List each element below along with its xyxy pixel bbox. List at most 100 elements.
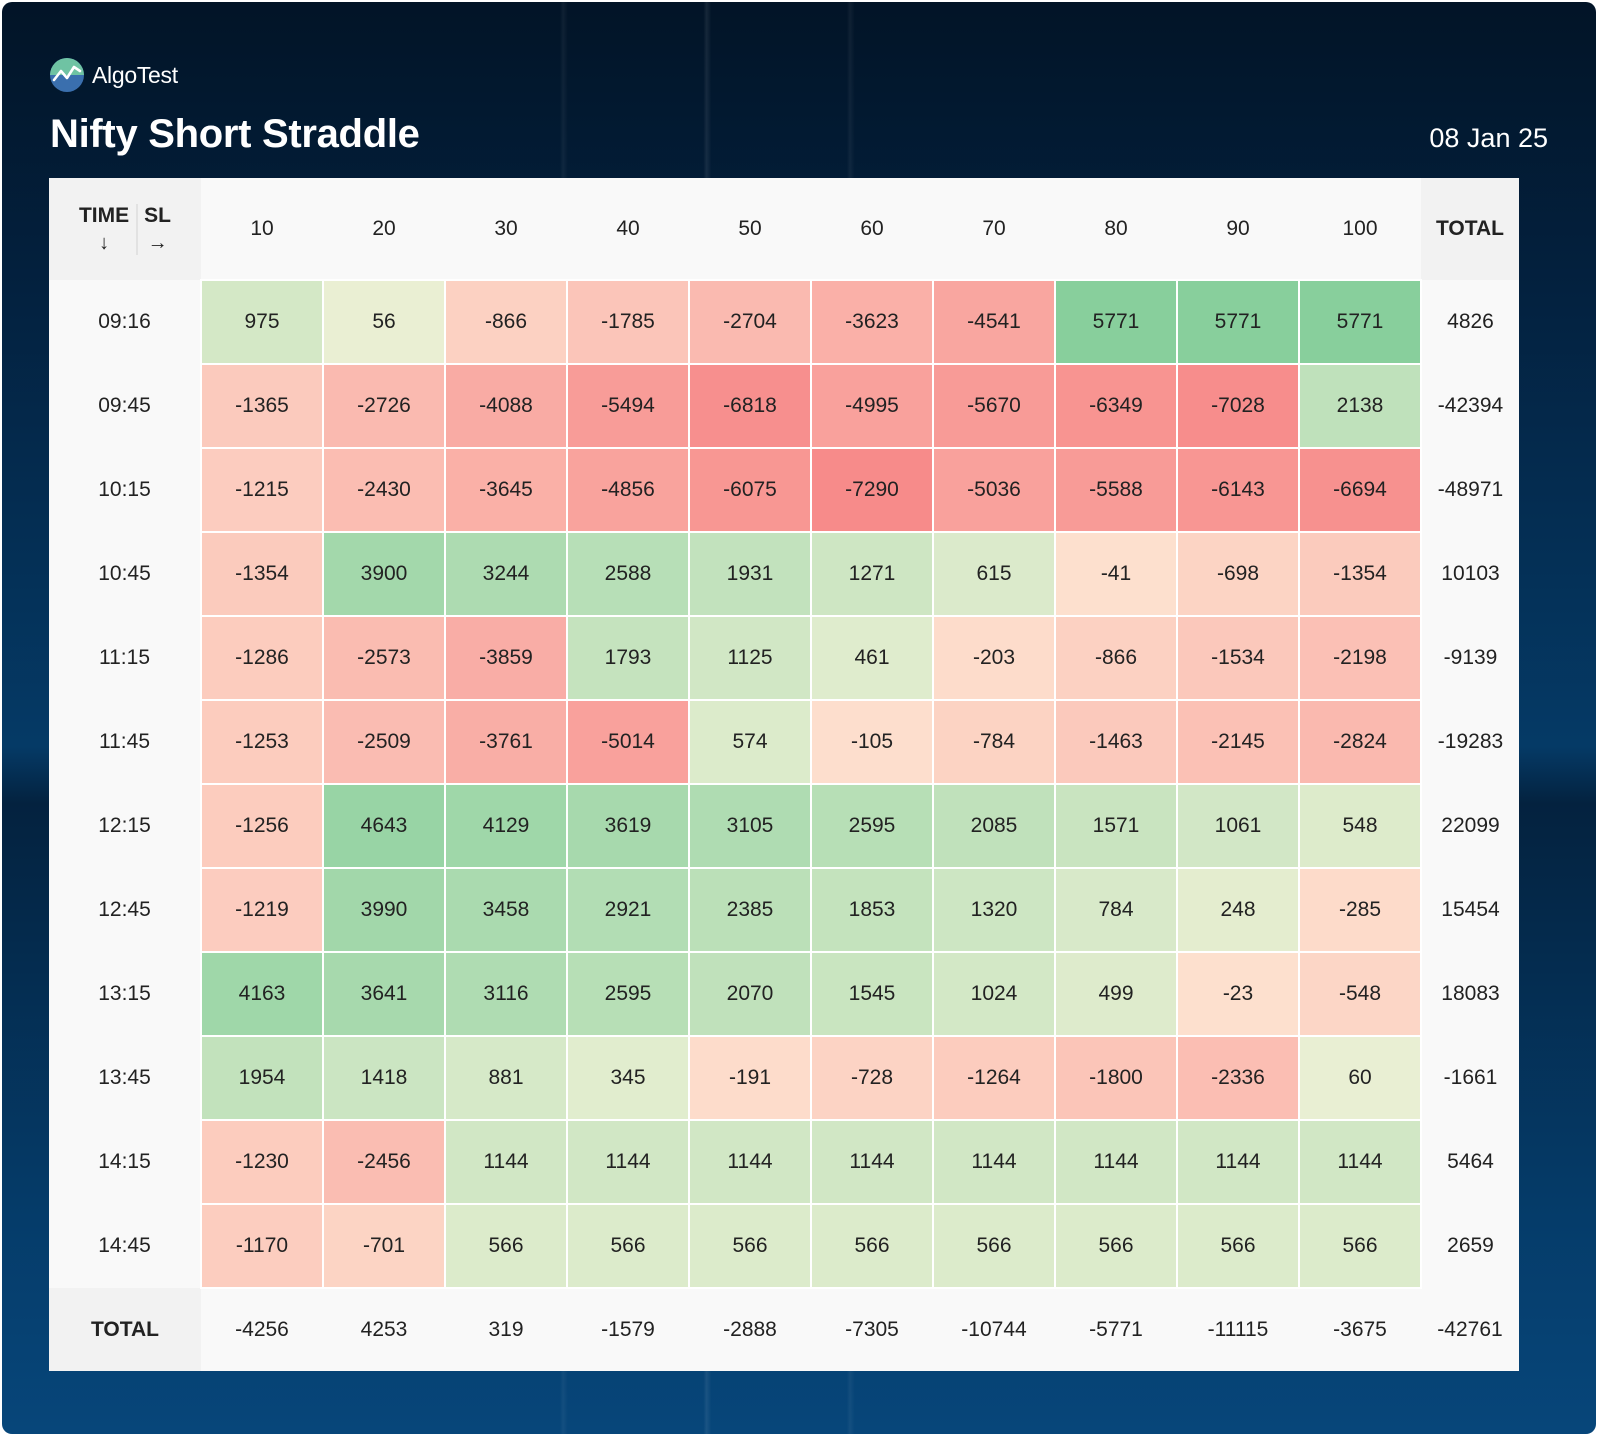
- heatmap-cell: -1286: [200, 615, 324, 701]
- column-total: -3675: [1299, 1288, 1421, 1371]
- heatmap-cell: 3641: [322, 951, 446, 1037]
- heatmap-cell: -6075: [688, 447, 812, 533]
- heatmap-cell: 1144: [566, 1119, 690, 1205]
- heatmap-cell: -7290: [810, 447, 934, 533]
- heatmap-cell: 3990: [322, 867, 446, 953]
- time-label: 12:45: [49, 868, 201, 952]
- heatmap-cell: 5771: [1176, 279, 1300, 365]
- heatmap-cell: -1534: [1176, 615, 1300, 701]
- heatmap-cell: -1354: [1298, 531, 1422, 617]
- sl-column-header: 10: [201, 178, 323, 280]
- row-total: 15454: [1421, 868, 1519, 952]
- heatmap-cell: -1215: [200, 447, 324, 533]
- column-total: 4253: [323, 1288, 445, 1371]
- sl-label: SL: [144, 203, 171, 227]
- heatmap-cell: -7028: [1176, 363, 1300, 449]
- heatmap-cell: -1365: [200, 363, 324, 449]
- heatmap-cell: -3859: [444, 615, 568, 701]
- heatmap-cell: 574: [688, 699, 812, 785]
- report-date: 08 Jan 25: [1429, 123, 1548, 153]
- heatmap-cell: -5494: [566, 363, 690, 449]
- heatmap-cell: 2588: [566, 531, 690, 617]
- heatmap-cell: 5771: [1054, 279, 1178, 365]
- heatmap-cell: -2145: [1176, 699, 1300, 785]
- heatmap-cell: 2595: [810, 783, 934, 869]
- heatmap-cell: -6349: [1054, 363, 1178, 449]
- time-label: 12:15: [49, 784, 201, 868]
- time-axis-label: TIME ↓: [73, 203, 139, 255]
- heatmap-cell: 2385: [688, 867, 812, 953]
- heatmap-cell: 615: [932, 531, 1056, 617]
- heatmap-cell: 1144: [1298, 1119, 1422, 1205]
- heatmap-cell: -4088: [444, 363, 568, 449]
- heatmap-table-wrap: TIME ↓ SL → 10 20 30 40 50 60 70 80 90 100 TOTAL 0…: [49, 178, 1519, 1371]
- row-total: 18083: [1421, 952, 1519, 1036]
- heatmap-cell: -191: [688, 1035, 812, 1121]
- heatmap-cell: 3244: [444, 531, 568, 617]
- row-total: -19283: [1421, 700, 1519, 784]
- heatmap-cell: -4541: [932, 279, 1056, 365]
- heatmap-cell: -1264: [932, 1035, 1056, 1121]
- algotest-logo-icon: [50, 58, 84, 92]
- heatmap-cell: -2824: [1298, 699, 1422, 785]
- heatmap-cell: 1931: [688, 531, 812, 617]
- sl-column-header: 20: [323, 178, 445, 280]
- heatmap-cell: -1354: [200, 531, 324, 617]
- column-totals-row: TOTAL -4256 4253 319 -1579 -2888 -7305 -10744-…: [49, 1288, 1519, 1371]
- heatmap-cell: 4163: [200, 951, 324, 1037]
- time-label: 09:45: [49, 364, 201, 448]
- heatmap-cell: -866: [1054, 615, 1178, 701]
- heatmap-cell: -2198: [1298, 615, 1422, 701]
- table-row: 09:45 -1365 -2726 -4088 -5494 -6818 -4995 -5670…: [49, 363, 1519, 449]
- heatmap-cell: -4995: [810, 363, 934, 449]
- column-total: -11115: [1177, 1288, 1299, 1371]
- heatmap-cell: 1571: [1054, 783, 1178, 869]
- time-label: 10:45: [49, 532, 201, 616]
- heatmap-cell: 1418: [322, 1035, 446, 1121]
- column-total: -2888: [689, 1288, 811, 1371]
- heatmap-cell: 3458: [444, 867, 568, 953]
- sl-column-header: 80: [1055, 178, 1177, 280]
- heatmap-cell: -2456: [322, 1119, 446, 1205]
- header-row: TIME ↓ SL → 10 20 30 40 50 60 70 80 90 100 TOTAL: [49, 178, 1519, 280]
- heatmap-cell: -2573: [322, 615, 446, 701]
- sl-column-header: 40: [567, 178, 689, 280]
- sl-column-header: 60: [811, 178, 933, 280]
- heatmap-cell: 56: [322, 279, 446, 365]
- heatmap-cell: 881: [444, 1035, 568, 1121]
- heatmap-cell: 566: [1054, 1203, 1178, 1289]
- heatmap-cell: 1144: [810, 1119, 934, 1205]
- row-total: 22099: [1421, 784, 1519, 868]
- heatmap-cell: 3105: [688, 783, 812, 869]
- heatmap-cell: 548: [1298, 783, 1422, 869]
- table-row: 09:16 975 56 -866 -1785 -2704 -3623 -4541 5771 57…: [49, 279, 1519, 365]
- row-total: 5464: [1421, 1120, 1519, 1204]
- time-label: 11:15: [49, 616, 201, 700]
- row-total: -9139: [1421, 616, 1519, 700]
- time-label: 13:45: [49, 1036, 201, 1120]
- heatmap-cell: -105: [810, 699, 934, 785]
- heatmap-cell: 3619: [566, 783, 690, 869]
- heatmap-cell: 3900: [322, 531, 446, 617]
- heatmap-cell: 248: [1176, 867, 1300, 953]
- heatmap-cell: -285: [1298, 867, 1422, 953]
- heatmap-cell: -1785: [566, 279, 690, 365]
- column-total: -1579: [567, 1288, 689, 1371]
- sl-column-header: 90: [1177, 178, 1299, 280]
- heatmap-cell: 1853: [810, 867, 934, 953]
- heatmap-cell: 1144: [932, 1119, 1056, 1205]
- heatmap-cell: 1024: [932, 951, 1056, 1037]
- table-row: 13:15 4163 3641 3116 2595 2070 1545 1024 499 -23-…: [49, 951, 1519, 1037]
- time-label: 09:16: [49, 280, 201, 364]
- brand-name: AlgoTest: [92, 61, 178, 88]
- heatmap-cell: 1320: [932, 867, 1056, 953]
- row-total: -1661: [1421, 1036, 1519, 1120]
- heatmap-cell: -1463: [1054, 699, 1178, 785]
- heatmap-cell: 4129: [444, 783, 568, 869]
- corner-header: TIME ↓ SL →: [49, 178, 201, 280]
- sl-column-header: 30: [445, 178, 567, 280]
- table-row: 10:15 -1215 -2430 -3645 -4856 -6075 -7290 -5036…: [49, 447, 1519, 533]
- total-column-header: TOTAL: [1421, 178, 1519, 280]
- heatmap-cell: -41: [1054, 531, 1178, 617]
- table-row: 11:15 -1286 -2573 -3859 1793 1125 461 -203 -866-…: [49, 615, 1519, 701]
